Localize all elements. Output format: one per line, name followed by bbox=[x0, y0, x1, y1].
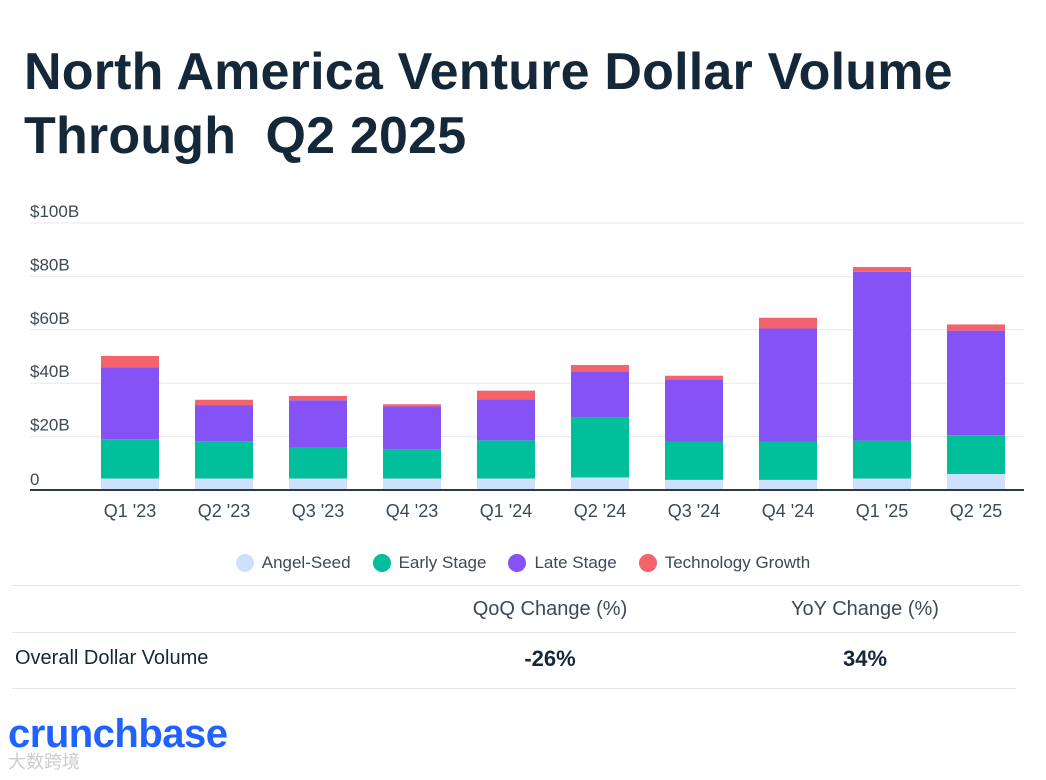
legend-label-early-stage: Early Stage bbox=[398, 553, 487, 572]
qoq-header: QoQ Change (%) bbox=[472, 598, 628, 620]
y-tick-label: $20B bbox=[30, 416, 70, 435]
bar-segment-early-stage bbox=[101, 439, 159, 479]
y-tick-label: $80B bbox=[30, 255, 70, 274]
chart-legend: Angel-Seed Early Stage Late Stage Techno… bbox=[0, 550, 1046, 576]
bar-segment-late-stage bbox=[383, 406, 441, 450]
x-tick-label: Q3 '24 bbox=[668, 501, 720, 521]
bar-segment-late-stage bbox=[101, 367, 159, 440]
x-tick-label: Q2 '25 bbox=[950, 501, 1002, 521]
bar-segment-technology-growth bbox=[477, 390, 535, 400]
bar-segment-angel-seed bbox=[383, 478, 441, 490]
bar-segment-early-stage bbox=[853, 440, 911, 479]
bar-segment-late-stage bbox=[947, 330, 1005, 436]
bar-segment-late-stage bbox=[477, 399, 535, 441]
legend-item-late-stage: Late Stage bbox=[508, 553, 617, 573]
x-tick-label: Q4 '23 bbox=[386, 501, 438, 521]
legend-label-angel-seed: Angel-Seed bbox=[261, 553, 351, 572]
bar-segment-early-stage bbox=[195, 441, 253, 479]
bar-segment-angel-seed bbox=[571, 477, 629, 490]
bar-segment-technology-growth bbox=[665, 375, 723, 380]
table-divider-top bbox=[12, 585, 1020, 586]
bar-segment-late-stage bbox=[195, 405, 253, 442]
yoy-header: YoY Change (%) bbox=[791, 598, 939, 620]
chart-title-line1: North America Venture Dollar Volume bbox=[24, 43, 953, 101]
bar-segment-late-stage bbox=[665, 379, 723, 442]
x-tick-label: Q4 '24 bbox=[762, 501, 814, 521]
bar-segment-late-stage bbox=[571, 371, 629, 418]
bar-segment-late-stage bbox=[759, 328, 817, 442]
bar-segment-angel-seed bbox=[853, 478, 911, 490]
x-tick-label: Q2 '24 bbox=[574, 501, 626, 521]
table-divider-middle bbox=[12, 632, 1016, 633]
bar-segment-angel-seed bbox=[759, 479, 817, 490]
qoq-value: -26% bbox=[524, 646, 576, 671]
x-tick-label: Q1 '25 bbox=[856, 501, 908, 521]
legend-swatch-technology-growth bbox=[638, 554, 657, 572]
bar-segment-angel-seed bbox=[665, 479, 723, 490]
y-tick-label: $60B bbox=[30, 309, 70, 328]
bar-segment-technology-growth bbox=[571, 365, 629, 372]
bar-segment-angel-seed bbox=[101, 478, 159, 490]
legend-swatch-early-stage bbox=[372, 554, 391, 572]
legend-swatch-angel-seed bbox=[235, 554, 254, 572]
bar-segment-late-stage bbox=[289, 400, 347, 448]
bar-segment-technology-growth bbox=[195, 399, 253, 406]
bar-segment-technology-growth bbox=[101, 355, 159, 368]
stacked-bar-chart: 0 $20B $40B $60B $80B $100B Q1 '23 Q2 '23 Q3 '23… bbox=[30, 202, 1024, 521]
legend-item-technology-growth: Technology Growth bbox=[638, 553, 811, 573]
bar-segment-early-stage bbox=[289, 447, 347, 479]
crunchbase-logo: crunchbase bbox=[8, 712, 228, 756]
bar-segment-early-stage bbox=[947, 435, 1005, 474]
legend-label-late-stage: Late Stage bbox=[534, 553, 617, 572]
bar-segment-late-stage bbox=[853, 271, 911, 441]
bar-segment-technology-growth bbox=[289, 396, 347, 401]
x-tick-label: Q1 '24 bbox=[480, 501, 532, 521]
bar-segment-angel-seed bbox=[477, 478, 535, 490]
yoy-value: 34% bbox=[842, 646, 888, 671]
bar-segment-angel-seed bbox=[195, 478, 253, 490]
y-tick-label: $40B bbox=[30, 362, 70, 381]
bar-segment-technology-growth bbox=[947, 324, 1005, 331]
bar-segment-early-stage bbox=[477, 440, 535, 479]
row-label-overall: Overall Dollar Volume bbox=[15, 647, 209, 669]
table-divider-bottom bbox=[12, 688, 1016, 689]
legend-swatch-late-stage bbox=[508, 554, 527, 572]
bar-segment-angel-seed bbox=[289, 478, 347, 490]
bar-segment-early-stage bbox=[571, 417, 629, 478]
watermark: 大数跨境 bbox=[8, 752, 80, 773]
bar-segment-technology-growth bbox=[853, 267, 911, 272]
y-tick-label: 0 bbox=[30, 470, 39, 489]
x-tick-label: Q3 '23 bbox=[292, 501, 344, 521]
chart-title-line2: Through Q2 2025 bbox=[24, 107, 467, 165]
bar-segment-technology-growth bbox=[759, 317, 817, 329]
bar-segment-early-stage bbox=[665, 441, 723, 480]
chart-title: North America Venture Dollar Volume Thro… bbox=[24, 40, 1024, 168]
y-tick-label: $100B bbox=[30, 202, 79, 221]
legend-item-angel-seed: Angel-Seed bbox=[235, 553, 351, 573]
x-tick-label: Q1 '23 bbox=[104, 501, 156, 521]
x-tick-label: Q2 '23 bbox=[198, 501, 250, 521]
bar-segment-angel-seed bbox=[947, 473, 1005, 490]
legend-label-technology-growth: Technology Growth bbox=[664, 553, 811, 572]
bar-segment-early-stage bbox=[383, 449, 441, 479]
bar-segment-early-stage bbox=[759, 441, 817, 480]
bar-segment-technology-growth bbox=[383, 404, 441, 407]
legend-item-early-stage: Early Stage bbox=[372, 553, 487, 573]
